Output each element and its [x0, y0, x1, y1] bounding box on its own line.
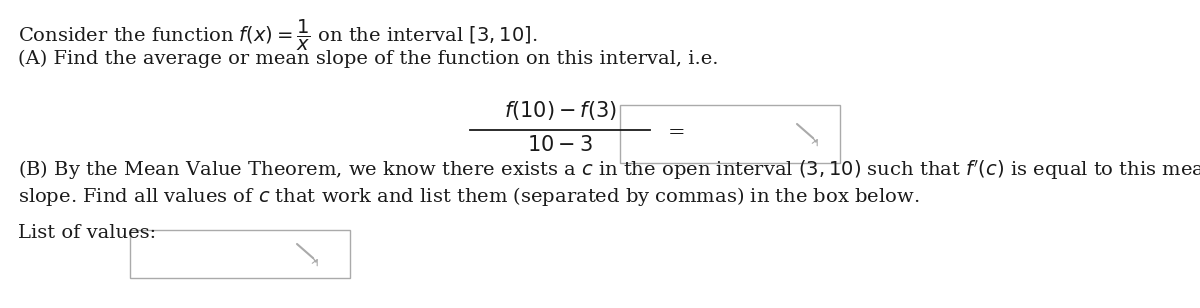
Text: $f(10) - f(3)$: $f(10) - f(3)$ — [504, 99, 617, 122]
Text: (A) Find the average or mean slope of the function on this interval, i.e.: (A) Find the average or mean slope of th… — [18, 50, 719, 68]
Text: (B) By the Mean Value Theorem, we know there exists a $c$ in the open interval $: (B) By the Mean Value Theorem, we know t… — [18, 158, 1200, 182]
Bar — [130, 230, 350, 278]
Text: List of values:: List of values: — [18, 224, 156, 242]
Text: Consider the function $f(x) = \dfrac{1}{x}$ on the interval $[3, 10]$.: Consider the function $f(x) = \dfrac{1}{… — [18, 18, 538, 53]
Text: slope. Find all values of $c$ that work and list them (separated by commas) in t: slope. Find all values of $c$ that work … — [18, 185, 919, 208]
Bar — [620, 105, 840, 163]
Text: $10 - 3$: $10 - 3$ — [527, 135, 593, 155]
Text: =: = — [668, 124, 685, 143]
